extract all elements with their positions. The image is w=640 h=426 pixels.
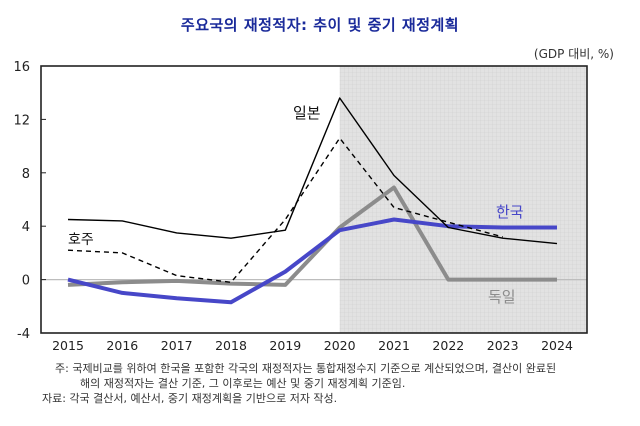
- x-tick-label: 2019: [269, 338, 301, 353]
- x-tick-label: 2021: [378, 338, 410, 353]
- y-tick-label: -4: [17, 327, 30, 342]
- x-tick-label: 2018: [215, 338, 247, 353]
- y-tick-label: 16: [13, 60, 30, 75]
- series-line-korea: [67, 217, 557, 305]
- x-tick-label: 2023: [487, 338, 519, 353]
- y-tick-label: 0: [22, 274, 30, 289]
- series-label-australia: 호주: [68, 232, 94, 248]
- x-tick-label: 2017: [161, 338, 193, 353]
- plot-frame: [40, 65, 588, 334]
- x-tick-label: 2016: [106, 338, 138, 353]
- x-tick-label: 2022: [432, 338, 464, 353]
- series-line-japan: [67, 97, 558, 245]
- chart-title: 주요국의 재정적자: 추이 및 중기 재정계획: [180, 16, 460, 34]
- unit-label: (GDP 대비, %): [533, 47, 614, 61]
- series-label-korea: 한국: [496, 203, 524, 221]
- y-tick-label: 8: [22, 167, 30, 182]
- y-tick-label: 12: [13, 113, 30, 128]
- x-tick-label: 2024: [541, 338, 573, 353]
- footnote-line-1: 주: 국제비교를 위하여 한국을 포함한 각국의 재정적자는 통합재정수지 기준…: [55, 362, 557, 375]
- y-tick-label: 4: [22, 220, 30, 235]
- series-label-germany: 독일: [488, 288, 516, 306]
- series-line-australia: [67, 137, 503, 283]
- series-line-germany: [67, 185, 557, 287]
- x-tick-label: 2020: [324, 338, 356, 353]
- source-note: 자료: 각국 결산서, 예산서, 중기 재정계획을 기반으로 저자 작성.: [42, 392, 338, 405]
- x-tick-label: 2015: [52, 338, 84, 353]
- series-label-japan: 일본: [293, 104, 321, 122]
- footnote-line-2: 해의 재정적자는 결산 기준, 그 이후로는 예산 및 중기 재정계획 기준임.: [80, 377, 406, 390]
